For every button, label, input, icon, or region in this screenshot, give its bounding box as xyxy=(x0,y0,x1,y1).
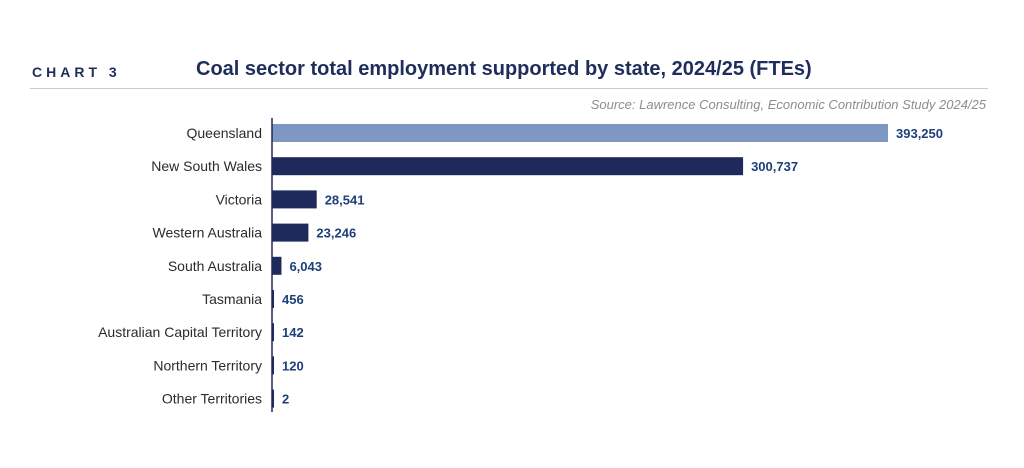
bar xyxy=(272,290,274,308)
value-label: 300,737 xyxy=(751,159,798,174)
chart-number-label: CHART 3 xyxy=(32,64,121,80)
category-label: South Australia xyxy=(168,258,262,274)
category-label: Queensland xyxy=(186,125,262,141)
category-label: Australian Capital Territory xyxy=(98,324,262,340)
category-label: Victoria xyxy=(216,191,263,207)
bar xyxy=(272,323,274,342)
bar xyxy=(272,157,744,176)
bar xyxy=(272,190,317,209)
category-label: Northern Territory xyxy=(153,357,262,373)
chart-title: Coal sector total employment supported b… xyxy=(196,58,812,80)
bar xyxy=(272,389,274,408)
category-label: Tasmania xyxy=(202,291,262,307)
value-label: 456 xyxy=(282,292,304,307)
source-note: Source: Lawrence Consulting, Economic Co… xyxy=(590,97,986,112)
value-label: 28,541 xyxy=(325,192,365,207)
value-label: 6,043 xyxy=(289,259,322,274)
bar xyxy=(272,223,309,242)
bar xyxy=(272,356,274,375)
value-label: 393,250 xyxy=(896,126,943,141)
title-divider xyxy=(30,88,988,89)
category-label: Western Australia xyxy=(153,225,263,241)
value-label: 2 xyxy=(282,392,289,407)
bar xyxy=(272,256,282,275)
value-label: 120 xyxy=(282,358,304,373)
bar xyxy=(272,124,888,142)
value-label: 142 xyxy=(282,325,304,340)
category-label: New South Wales xyxy=(151,158,262,174)
value-label: 23,246 xyxy=(316,226,356,241)
category-label: Other Territories xyxy=(162,391,262,407)
